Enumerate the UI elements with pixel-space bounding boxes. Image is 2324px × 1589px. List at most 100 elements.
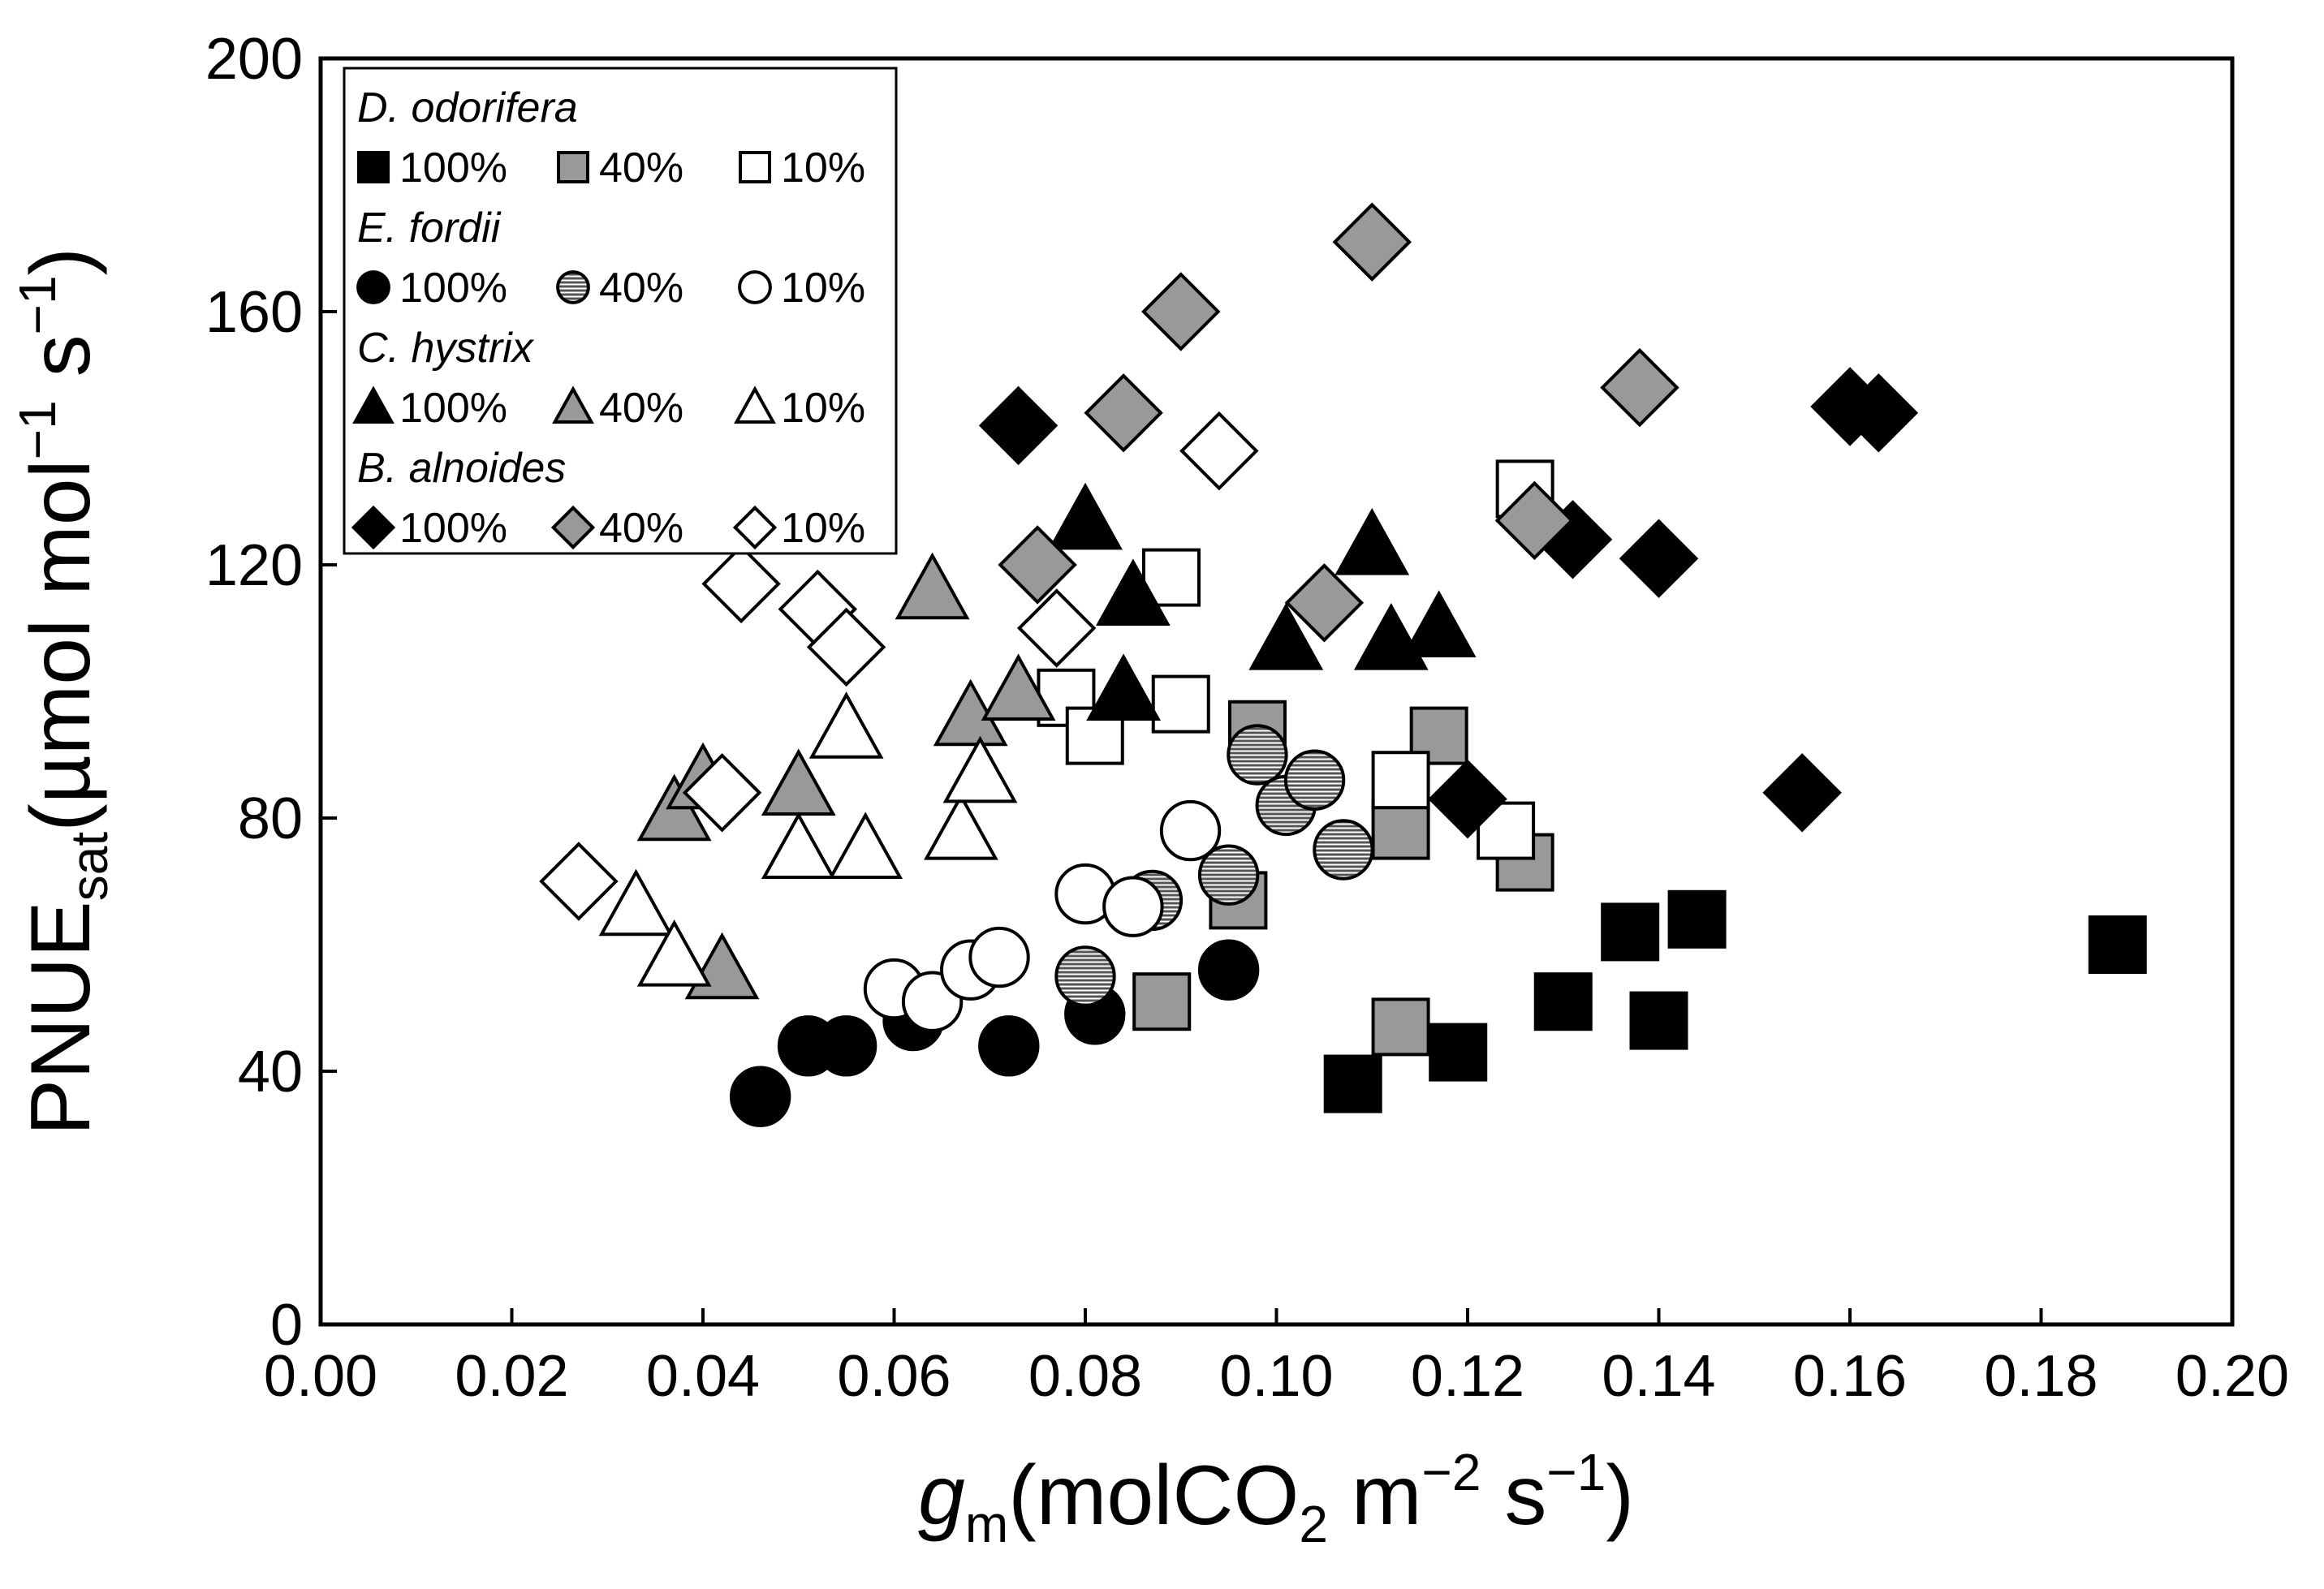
data-points xyxy=(539,202,2147,1127)
data-point xyxy=(1429,1023,1488,1082)
data-point xyxy=(598,868,674,937)
data-point xyxy=(636,919,712,987)
data-point xyxy=(924,792,998,860)
data-point xyxy=(761,812,836,879)
series-chystrix-10pct xyxy=(598,691,1018,987)
x-tick-label: 0.02 xyxy=(455,1344,568,1409)
data-point xyxy=(1334,507,1410,575)
legend-entry-label: 10% xyxy=(781,265,865,312)
y-tick-label: 40 xyxy=(238,1040,303,1105)
data-point xyxy=(1084,373,1163,453)
data-point xyxy=(1197,939,1260,1001)
series-chystrix-100pct xyxy=(1048,482,1477,721)
data-point xyxy=(1283,749,1346,811)
data-point xyxy=(1533,972,1593,1031)
data-point xyxy=(1132,972,1192,1031)
legend-marker xyxy=(557,151,589,183)
x-tick-label: 0.18 xyxy=(1984,1344,2098,1409)
series-efordii-10pct xyxy=(863,799,1222,1032)
data-point xyxy=(968,926,1030,988)
data-point xyxy=(942,735,1018,803)
legend-entry-label: 10% xyxy=(781,505,865,552)
series-balnoides-10pct xyxy=(539,411,1259,921)
data-point xyxy=(1197,844,1260,906)
y-axis-title: PNUEsat(µmol mol−1 s−1) xyxy=(8,248,119,1135)
legend-species-label: D. odorifera xyxy=(357,84,578,131)
data-point xyxy=(1102,876,1164,937)
data-point xyxy=(1371,751,1430,810)
data-point xyxy=(1428,759,1507,839)
legend-marker xyxy=(352,385,395,424)
data-point xyxy=(1048,482,1123,550)
data-point xyxy=(1762,753,1842,833)
x-tick-label: 0.16 xyxy=(1793,1344,1907,1409)
data-point xyxy=(1179,411,1259,491)
x-tick-label: 0.14 xyxy=(1602,1344,1715,1409)
legend-entry-label: 100% xyxy=(399,385,507,432)
y-tick-label: 120 xyxy=(205,533,303,598)
legend-marker xyxy=(732,505,778,550)
data-point xyxy=(998,525,1077,605)
data-point xyxy=(2088,915,2147,974)
data-point xyxy=(1141,548,1201,607)
data-point xyxy=(701,544,781,624)
data-point xyxy=(895,552,970,620)
series-balnoides-40pct xyxy=(998,202,1679,643)
x-tick-label: 0.04 xyxy=(646,1344,760,1409)
data-point xyxy=(1332,202,1412,282)
data-point xyxy=(1409,706,1468,765)
plot-frame xyxy=(318,56,2235,1327)
data-point xyxy=(1600,347,1679,428)
data-point xyxy=(1227,724,1288,786)
data-point xyxy=(1095,558,1171,626)
legend-marker xyxy=(357,151,390,183)
data-point xyxy=(761,748,836,816)
x-tick-label: 0.12 xyxy=(1411,1344,1524,1409)
legend-marker xyxy=(739,151,771,183)
data-point xyxy=(808,691,884,759)
series-efordii-40pct xyxy=(1054,724,1374,1007)
legend-marker xyxy=(738,270,772,304)
data-point xyxy=(1629,991,1688,1050)
legend-marker xyxy=(734,385,776,424)
legend-frame xyxy=(343,67,898,555)
x-axis-title: gm(molCO2 m−2 s−1) xyxy=(918,1443,1634,1553)
data-point xyxy=(1151,674,1210,734)
x-tick-label: 0.06 xyxy=(837,1344,951,1409)
legend-entry-label: 100% xyxy=(399,265,507,312)
data-point xyxy=(806,607,886,687)
legend-species-label: B. alnoides xyxy=(357,445,566,492)
legend-entry-label: 40% xyxy=(599,385,683,432)
data-point xyxy=(1371,801,1430,860)
data-point xyxy=(539,842,619,921)
data-point xyxy=(1159,799,1222,862)
legend-marker xyxy=(550,505,596,550)
data-point xyxy=(1016,588,1097,668)
y-tick-label: 160 xyxy=(205,280,303,345)
data-point xyxy=(1667,889,1727,949)
data-point xyxy=(978,385,1059,466)
data-point xyxy=(1619,519,1699,598)
legend: D. odorifera 100% 40% 10% E. fordii 100% 40% 10… xyxy=(343,67,898,555)
legend-entry-label: 40% xyxy=(599,144,683,192)
data-point xyxy=(1839,373,1919,453)
x-tick-label: 0.00 xyxy=(264,1344,377,1409)
legend-marker xyxy=(351,505,396,550)
series-dodorifera-10pct xyxy=(1037,459,1554,860)
axis-ticks: 0.00 0.02 0.04 0.06 0.08 0.10 0.12 0.14 0.16 0.18… xyxy=(205,27,2289,1409)
data-point xyxy=(1494,480,1575,561)
data-point xyxy=(1284,563,1365,643)
legend-species-label: E. fordii xyxy=(357,205,502,252)
data-point xyxy=(981,653,1056,721)
x-tick-label: 0.20 xyxy=(2175,1344,2289,1409)
data-point xyxy=(978,1015,1040,1077)
legend-marker xyxy=(356,270,390,304)
y-tick-label: 80 xyxy=(238,786,303,851)
data-point xyxy=(815,1015,877,1077)
legend-marker xyxy=(552,385,594,424)
data-point xyxy=(1401,590,1477,657)
legend-entry-label: 100% xyxy=(399,144,507,192)
data-point xyxy=(1248,602,1324,670)
data-point xyxy=(1371,997,1430,1057)
